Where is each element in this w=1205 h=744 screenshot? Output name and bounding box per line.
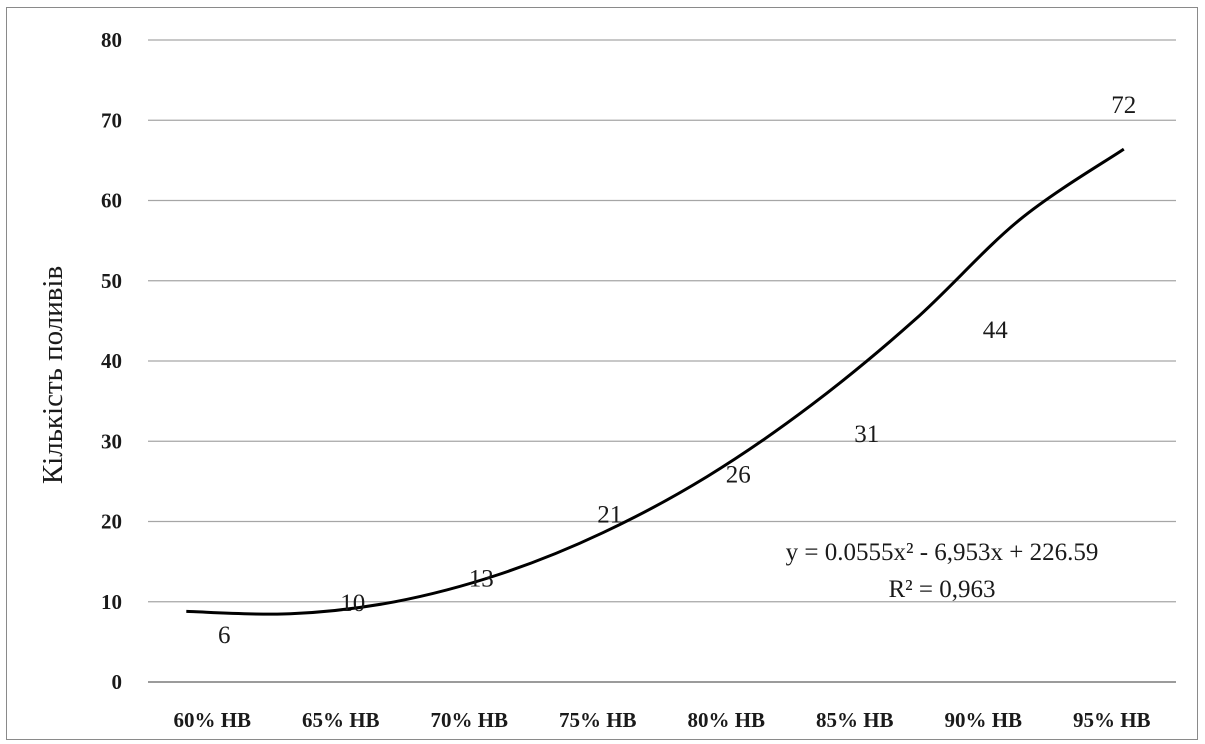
data-label: 31 — [854, 421, 879, 448]
x-tick-label: 80% HB — [687, 708, 765, 732]
x-tick-label: 95% HB — [1073, 708, 1151, 732]
x-tick-label: 75% HB — [559, 708, 637, 732]
data-label: 21 — [597, 501, 622, 528]
y-tick-label: 80 — [101, 28, 122, 52]
y-tick-label: 20 — [101, 510, 122, 534]
y-tick-label: 70 — [101, 108, 122, 132]
y-tick-label: 30 — [101, 429, 122, 453]
y-tick-label: 40 — [101, 349, 122, 373]
data-label: 26 — [726, 461, 751, 488]
chart-frame — [6, 7, 1198, 740]
data-label: 44 — [983, 317, 1009, 344]
data-labels: 6 10 13 21 26 31 44 72 — [218, 92, 1136, 649]
trendline-curve — [186, 147, 1125, 616]
y-tick-label: 0 — [112, 670, 123, 694]
trendline-equation: y = 0.0555x² - 6,953x + 226.59 — [786, 539, 1099, 566]
x-tick-labels: 60% HB 65% HB 70% HB 75% HB 80% HB 85% HB 90% … — [173, 708, 1150, 732]
y-axis-title: Кількість поливів — [37, 266, 69, 484]
trendline-r-squared: R² = 0,963 — [888, 576, 995, 603]
data-label: 10 — [340, 590, 365, 617]
data-label: 13 — [469, 566, 494, 593]
x-tick-label: 85% HB — [816, 708, 894, 732]
y-tick-labels: 0 10 20 30 40 50 60 70 80 — [101, 28, 122, 694]
x-tick-label: 65% HB — [302, 708, 380, 732]
y-tick-label: 10 — [101, 590, 122, 614]
grid-lines — [148, 39, 1176, 683]
data-label: 72 — [1111, 92, 1136, 119]
x-tick-label: 90% HB — [944, 708, 1022, 732]
y-tick-label: 50 — [101, 269, 122, 293]
x-tick-label: 70% HB — [430, 708, 508, 732]
x-tick-label: 60% HB — [173, 708, 251, 732]
y-tick-label: 60 — [101, 189, 122, 213]
data-label: 6 — [218, 622, 231, 649]
